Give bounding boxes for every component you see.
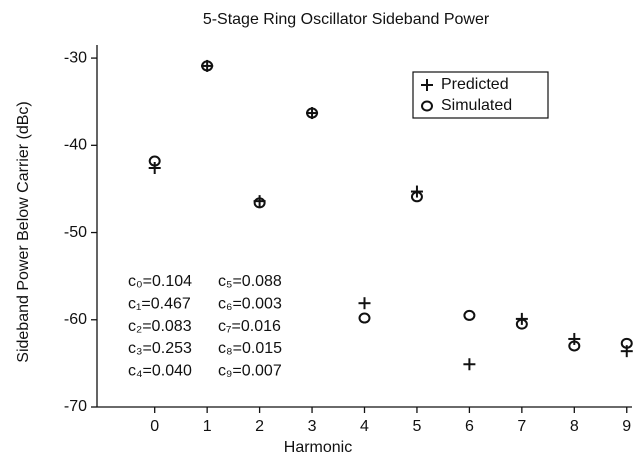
annotation: c₆=0.003 — [218, 296, 282, 313]
point-plus — [463, 358, 476, 371]
x-axis-label: Harmonic — [284, 439, 352, 456]
x-tick-label: 4 — [360, 418, 369, 435]
annotation: c₉=0.007 — [218, 362, 282, 379]
point-circle — [463, 309, 476, 321]
point-plus — [148, 161, 161, 174]
point-circle — [620, 337, 633, 349]
annotation: c₇=0.016 — [218, 318, 281, 335]
point-circle — [306, 107, 319, 119]
legend-box — [412, 71, 549, 119]
x-tick-label: 0 — [150, 418, 159, 435]
point-circle — [148, 155, 161, 167]
x-tick-label: 9 — [622, 418, 631, 435]
point-circle — [568, 340, 581, 352]
legend-marker — [421, 79, 433, 91]
y-axis-label: Sideband Power Below Carrier (dBc) — [15, 101, 32, 362]
x-tick-label: 1 — [203, 418, 212, 435]
y-tick-label: -70 — [64, 398, 87, 415]
chart-title: 5-Stage Ring Oscillator Sideband Power — [203, 11, 490, 28]
annotation: c₈=0.015 — [218, 340, 282, 357]
x-tick-label: 2 — [255, 418, 264, 435]
y-tick-label: -60 — [64, 311, 87, 328]
x-tick-label: 3 — [308, 418, 317, 435]
annotation: c₂=0.083 — [128, 318, 192, 335]
point-circle — [410, 191, 423, 203]
point-circle — [253, 197, 266, 209]
y-tick-label: -50 — [64, 224, 87, 241]
y-tick-label: -40 — [64, 137, 87, 154]
annotation: c₁=0.467 — [128, 296, 191, 313]
x-tick-label: 5 — [412, 418, 421, 435]
legend-marker — [421, 100, 433, 112]
legend-label: Predicted — [441, 76, 509, 93]
point-plus — [358, 297, 371, 310]
legend-label: Simulated — [441, 97, 512, 114]
point-circle — [358, 312, 371, 324]
x-tick-label: 6 — [465, 418, 474, 435]
y-tick-label: -30 — [64, 49, 87, 66]
x-tick-label: 7 — [517, 418, 526, 435]
annotation: c₄=0.040 — [128, 362, 192, 379]
point-plus — [568, 332, 581, 345]
annotation: c₃=0.253 — [128, 340, 192, 357]
annotation: c₅=0.088 — [218, 273, 282, 290]
annotation: c₀=0.104 — [128, 273, 192, 290]
point-circle — [201, 60, 214, 72]
x-tick-label: 8 — [570, 418, 579, 435]
point-circle — [515, 318, 528, 330]
